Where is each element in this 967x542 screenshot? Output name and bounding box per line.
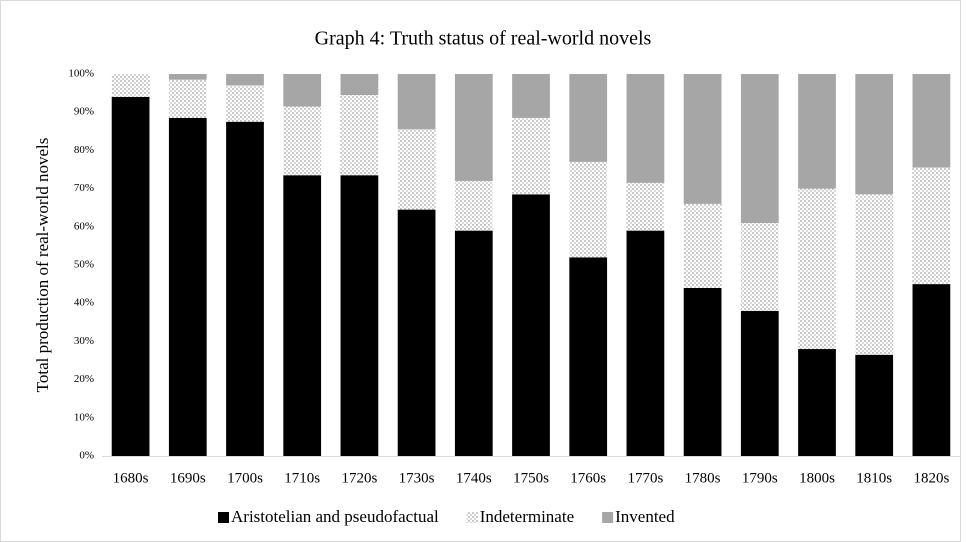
x-tick-label: 1780s [685, 470, 721, 486]
bar-segment [855, 194, 894, 355]
y-tick-label: 50% [74, 259, 94, 271]
bar-segment [397, 209, 436, 456]
legend-swatch [602, 512, 614, 523]
bar-segment [226, 121, 264, 456]
legend-label: Indeterminate [480, 507, 574, 526]
bar-segment [740, 74, 779, 223]
bar-segment [454, 180, 493, 231]
bar-segment [569, 257, 608, 456]
bar-segment [798, 349, 836, 456]
bar-segment [683, 74, 722, 204]
x-tick-label: 1770s [627, 470, 663, 486]
bar-segment [740, 310, 779, 456]
bar-segment [226, 74, 264, 86]
bar-segment [569, 161, 608, 258]
bar-segment [111, 96, 150, 457]
bar-segment [626, 230, 665, 456]
bar-segment [626, 74, 665, 183]
y-tick-label: 70% [74, 182, 94, 194]
bar-segment [340, 175, 379, 457]
bar-segment [454, 230, 493, 456]
chart-title: Graph 4: Truth status of real-world nove… [315, 28, 652, 50]
bar-segment [454, 74, 493, 181]
legend-label: Invented [615, 507, 675, 526]
bar-segment [569, 74, 608, 162]
legend-label: Aristotelian and pseudofactual [231, 507, 439, 526]
bar-segment [111, 74, 150, 97]
legend-swatch [466, 512, 478, 523]
x-tick-label: 1750s [513, 470, 549, 486]
x-tick-label: 1740s [456, 470, 492, 486]
y-tick-label: 30% [74, 335, 94, 347]
x-tick-label: 1810s [856, 470, 892, 486]
y-tick-label: 10% [74, 411, 94, 423]
x-tick-label: 1760s [570, 470, 606, 486]
x-tick-label: 1790s [742, 470, 778, 486]
x-tick-label: 1680s [113, 470, 149, 486]
bar-segment [168, 79, 207, 118]
x-tick-label: 1690s [170, 470, 206, 486]
x-tick-label: 1700s [227, 470, 263, 486]
x-tick-label: 1800s [799, 470, 835, 486]
bar-segment [626, 182, 665, 231]
y-tick-label: 100% [68, 68, 94, 80]
bar-segment [912, 284, 951, 456]
x-tick-label: 1720s [341, 470, 377, 486]
bar-segment [855, 354, 894, 456]
bar-segment [397, 74, 436, 130]
x-tick-label: 1820s [913, 470, 949, 486]
y-tick-label: 60% [74, 220, 94, 232]
bar-segment [683, 203, 722, 288]
bar-segment [912, 167, 951, 285]
bar-segment [855, 74, 894, 195]
y-tick-label: 0% [79, 450, 94, 462]
y-tick-label: 90% [74, 106, 94, 118]
bar-segment [168, 74, 207, 80]
x-tick-label: 1710s [284, 470, 320, 486]
bar-segment [283, 106, 322, 176]
legend-swatch [218, 512, 229, 523]
bar-segment [340, 74, 379, 96]
bar-segment [226, 85, 264, 122]
bar-segment [397, 129, 436, 210]
bar-segment [283, 74, 322, 107]
bar-segment [168, 117, 207, 457]
y-tick-label: 20% [74, 373, 94, 385]
x-tick-label: 1730s [399, 470, 435, 486]
y-tick-label: 40% [74, 297, 94, 309]
bar-segment [512, 74, 550, 118]
bar-segment [798, 188, 836, 350]
bar-segment [512, 117, 550, 195]
y-axis-label: Total production of real-world novels [33, 138, 52, 393]
y-tick-label: 80% [74, 144, 94, 156]
bar-segment [798, 74, 836, 189]
bar-segment [340, 95, 379, 176]
bar-segment [283, 175, 322, 457]
bar-segment [512, 194, 550, 456]
bar-segment [740, 222, 779, 311]
bar-segment [912, 74, 951, 168]
bar-segment [683, 287, 722, 456]
